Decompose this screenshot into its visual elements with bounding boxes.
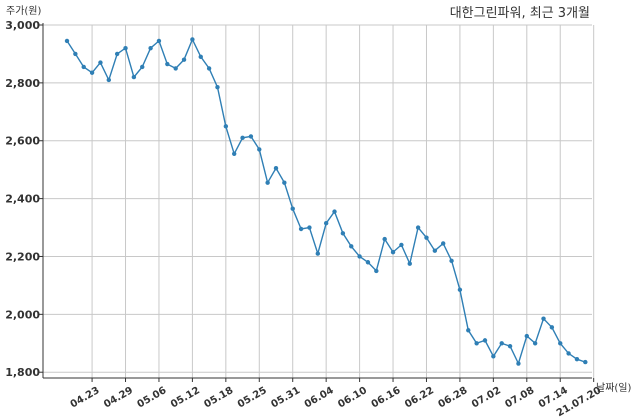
data-point [98,60,103,65]
data-point [106,77,112,83]
data-point [298,226,304,232]
data-point [524,333,529,339]
data-point [307,225,312,230]
data-point [131,74,137,80]
data-point [374,268,379,274]
data-point [365,260,371,265]
x-tick-label: 06.28 [437,385,470,410]
data-point [457,287,463,292]
data-point [432,248,438,253]
data-point [549,325,555,330]
y-axis-label: 주가(원) [6,5,42,17]
data-point [441,241,446,246]
y-tick-label: 1,800 [5,366,40,379]
data-point [499,341,504,346]
x-tick-label: 06.16 [370,385,403,410]
data-point [206,66,212,71]
data-point [156,38,162,44]
data-point [558,341,563,346]
data-point [282,180,287,185]
data-point [223,124,229,129]
data-point [81,64,86,70]
data-point [290,206,295,211]
data-point [491,354,496,359]
data-point [198,54,203,60]
data-point [273,166,279,171]
data-point [215,85,220,90]
data-point [265,180,270,185]
data-point [466,328,471,333]
data-point [399,242,404,248]
x-axis-label: 날짜(일) [596,382,632,394]
data-point [357,254,362,259]
data-point [390,249,396,255]
data-point [257,147,262,152]
y-axis-ticks: 1,800 2,000 2,200 2,400 2,600 2,800 3,000 [5,19,43,379]
data-point [165,61,170,67]
data-point [382,236,387,242]
data-point [323,221,329,226]
data-point [349,244,354,249]
x-tick-label: 04.29 [102,385,135,410]
data-point [332,209,337,214]
data-point [474,341,479,346]
x-tick-label: 07.08 [503,385,536,410]
data-point [415,225,421,230]
data-point [482,338,488,343]
x-tick-label: 05.18 [202,385,235,410]
x-tick-label: 06.22 [403,385,436,410]
data-point [424,235,429,240]
y-tick-label: 2,000 [5,308,40,321]
grid-lines [43,24,595,378]
x-tick-label: 06.10 [336,385,369,410]
data-point [449,258,454,264]
data-point [516,361,521,366]
y-tick-label: 2,600 [5,135,40,148]
x-tick-label: 05.31 [269,385,302,410]
data-point [240,135,245,141]
data-point [315,251,320,256]
data-point [248,134,254,139]
data-point [566,351,571,356]
x-tick-label: 05.25 [236,385,269,410]
data-point [89,70,95,75]
x-axis-ticks: 04.23 04.29 05.06 05.12 05.18 05.25 05.31 06.04… [69,378,603,419]
data-point [574,356,580,362]
y-tick-label: 2,800 [5,77,40,90]
data-point [232,151,237,156]
data-point [340,231,346,236]
y-tick-label: 3,000 [5,19,40,32]
price-series [64,37,588,366]
data-point [73,51,78,57]
chart-title: 대한그린파워, 최근 3개월 [450,6,590,21]
data-point [507,343,513,349]
data-point [532,341,538,346]
y-tick-label: 2,400 [5,193,40,206]
data-point [148,45,153,51]
data-point [64,38,70,44]
y-tick-label: 2,200 [5,250,40,263]
data-point [583,359,588,365]
x-tick-label: 07.02 [470,385,503,410]
x-tick-label: 04.23 [69,385,102,410]
data-point [407,261,412,266]
data-point [181,57,187,62]
data-point [541,316,546,321]
data-point [123,45,128,51]
data-point [140,64,145,70]
x-tick-label: 06.04 [303,385,336,410]
x-tick-label: 05.06 [136,385,169,410]
data-point [190,37,195,42]
data-point [114,51,120,57]
axes [42,23,592,379]
x-tick-label: 05.12 [169,385,202,410]
data-point [173,66,178,71]
